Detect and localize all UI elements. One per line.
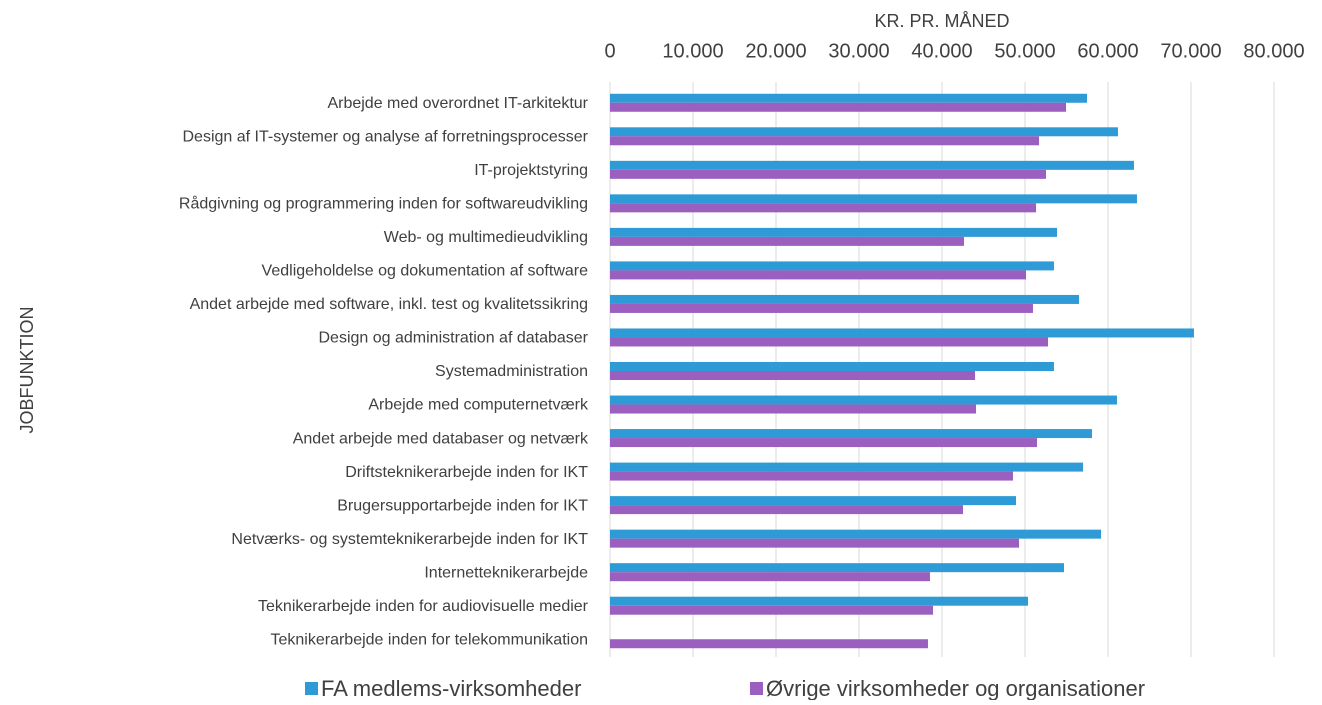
legend-label: FA medlems-virksomheder [321,676,581,700]
bar [610,328,1194,338]
bar [610,462,1084,472]
x-tick-label: 40.000 [911,40,972,62]
bar [610,294,1080,304]
bar [610,639,928,649]
bar [610,429,1092,439]
y-tick-label: Design og administration af databaser [319,330,589,347]
bar [610,471,1013,481]
y-tick-label: Design af IT-systemer og analyse af forr… [182,129,588,146]
bar [610,227,1058,237]
bar [610,337,1048,347]
bar [610,572,930,582]
bar [610,169,1046,179]
x-tick-label: 20.000 [745,40,806,62]
x-tick-label: 0 [604,40,615,62]
bar [610,563,1065,573]
y-tick-label: Rådgivning og programmering inden for so… [179,195,588,213]
y-tick-label: Andet arbejde med software, inkl. test o… [190,296,588,313]
x-tick-label: 50.000 [994,40,1055,62]
x-tick-label: 30.000 [828,40,889,62]
x-tick-label: 70.000 [1160,40,1221,62]
x-tick-label: 10.000 [662,40,723,62]
bar [610,93,1088,103]
y-axis-title: JOBFUNKTION [17,306,37,433]
bar [610,270,1026,280]
bar [610,371,976,380]
bar [610,136,1040,146]
bar [610,236,964,246]
x-axis-title: KR. PR. MÅNED [874,11,1009,31]
y-tick-label: Netværks- og systemteknikerarbejde inden… [231,531,588,548]
bar [610,596,1028,606]
bar [610,505,963,515]
bar [610,160,1134,170]
y-tick-label: Brugersupportarbejde inden for IKT [337,497,588,514]
legend-swatch [305,682,318,695]
y-tick-label: IT-projektstyring [474,162,588,179]
bar [610,395,1117,405]
bar [610,127,1118,137]
y-tick-label: Systemadministration [435,363,588,380]
y-tick-label: Arbejde med overordnet IT-arkitektur [327,95,588,112]
y-tick-label: Arbejde med computernetværk [368,397,589,414]
legend-swatch [750,682,763,695]
bar [610,605,934,615]
bar [610,261,1054,271]
bar [610,102,1067,112]
x-tick-label: 80.000 [1243,40,1304,62]
y-tick-label: Internetteknikerarbejde [424,564,588,581]
y-tick-label: Teknikerarbejde inden for audiovisuelle … [258,598,589,615]
y-tick-label: Vedligeholdelse og dokumentation af soft… [262,263,589,280]
bar [610,529,1102,539]
bar [610,203,1037,213]
bar [610,303,1033,313]
y-tick-label: Andet arbejde med databaser og netværk [293,430,589,447]
y-tick-label: Web- og multimedieudvikling [384,229,588,246]
y-tick-label: Teknikerarbejde inden for telekommunikat… [270,631,588,648]
y-tick-label: Driftsteknikerarbejde inden for IKT [345,464,588,481]
bar [610,404,977,414]
bar [610,496,1017,506]
legend-label: Øvrige virksomheder og organisationer [766,676,1145,700]
bar [610,194,1137,204]
x-tick-label: 60.000 [1077,40,1138,62]
bar [610,538,1020,548]
bar [610,362,1054,371]
bar [610,438,1038,448]
